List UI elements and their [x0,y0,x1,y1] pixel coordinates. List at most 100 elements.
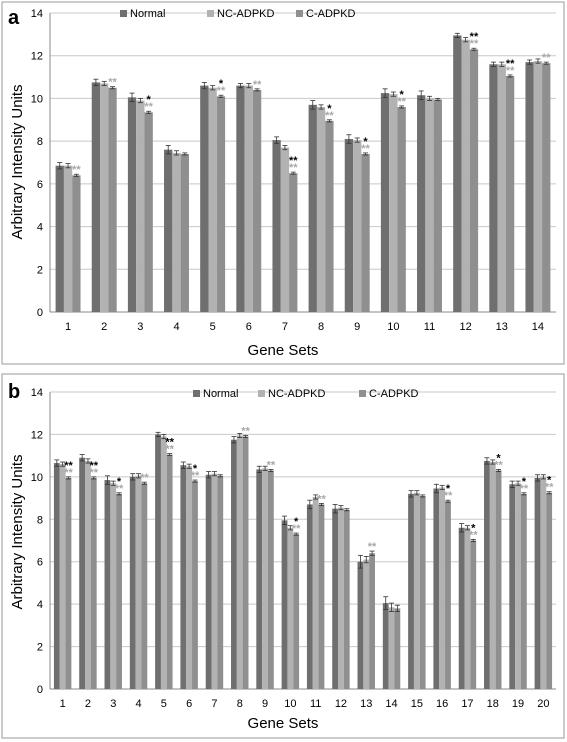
panel-a-sig-vs-normal-9: * [363,136,368,148]
panel-b-bar-nc-adpkd-9 [262,468,268,689]
panel-a-bar-nc-adpkd-10 [389,94,398,313]
panel-b-sig-vs-nc-11: ** [317,493,326,505]
panel-a-bar-normal-12 [453,35,462,313]
panel-a-sig-vs-normal-7: ** [289,155,298,167]
panel-b-sig-vs-normal-19: * [522,476,527,488]
panel-a-x-tick-label: 3 [137,321,143,333]
panel-b-x-axis-title: Gene Sets [248,715,319,732]
panel-b-bar-nc-adpkd-19 [515,483,521,689]
panel-b-y-tick-label: 6 [37,557,43,569]
panel-a-bar-nc-adpkd-7 [280,147,290,312]
panel-a-sig-vs-nc-12: ** [470,38,479,50]
panel-a-legend-label-normal: Normal [130,8,165,20]
panel-b-bar-c-adpkd-8 [242,436,249,689]
panel-b-bar-c-adpkd-18 [495,470,502,689]
panel-a-sig-vs-nc-1: ** [72,164,81,176]
panel-a-sig-vs-nc-14: ** [542,52,551,64]
panel-b-sig-vs-nc-10: ** [292,523,301,535]
panel-a-y-tick-label: 14 [31,8,43,20]
panel-b-x-tick-label: 14 [385,698,397,710]
panel-b-sig-vs-normal-2: ** [89,460,98,472]
panel-b-bar-normal-10 [281,520,288,689]
panel-b-bar-nc-adpkd-18 [489,462,496,689]
panel-b-bar-normal-20 [534,477,541,689]
panel-b-x-tick-label: 15 [411,698,423,710]
panel-a-bar-c-adpkd-11 [433,99,442,312]
panel-b-bar-nc-adpkd-8 [236,435,243,689]
panel-a-bar-nc-adpkd-1 [63,165,73,312]
panel-b-bar-nc-adpkd-6 [186,466,193,689]
panel-b-bar-normal-14 [382,603,389,689]
panel-b-x-tick-label: 18 [487,698,499,710]
panel-b-bar-nc-adpkd-11 [312,497,319,689]
panel-b-bar-nc-adpkd-17 [464,527,471,689]
panel-a-x-tick-label: 10 [387,321,399,333]
panel-b-y-tick-label: 4 [37,599,43,611]
panel-a-x-tick-label: 14 [532,321,544,333]
panel-b-bar-c-adpkd-7 [217,475,224,689]
panel-b-x-tick-label: 12 [335,698,347,710]
panel-b-bar-normal-4 [129,476,136,689]
panel-a-y-tick-label: 10 [31,93,43,105]
panel-a-sig-vs-nc-7: ** [289,162,298,174]
panel-b-bar-c-adpkd-12 [343,509,350,689]
panel-b-bar-normal-6 [180,465,187,689]
panel-a-bar-nc-adpkd-2 [100,83,109,312]
panel-b-sig-vs-nc-20: ** [545,482,554,494]
panel-b-bar-c-adpkd-10 [293,534,300,689]
panel-a-legend-swatch-normal [120,10,127,17]
panel-a-bar-nc-adpkd-9 [353,140,362,312]
panel-a-sig-vs-nc-8: ** [325,110,334,122]
panel-b-x-tick-label: 10 [284,698,296,710]
panel-a-bar-normal-14 [525,62,534,312]
panel-b-bar-c-adpkd-20 [546,492,553,689]
panel-b-bar-c-adpkd-9 [267,470,274,689]
panel-a-bar-normal-1 [55,165,64,312]
panel-b-bar-c-adpkd-4 [141,483,148,689]
panel-b-letter: b [8,381,20,403]
panel-a-x-tick-label: 11 [424,321,435,333]
panel-a-y-tick-label: 12 [31,51,43,63]
panel-a-bar-nc-adpkd-6 [244,85,253,312]
panel-a-sig-vs-nc-6: ** [253,79,262,91]
panel-b-sig-vs-nc-17: ** [469,529,478,541]
panel-a-x-tick-label: 4 [173,321,179,333]
panel-a-bar-normal-11 [417,95,426,312]
panel-b-bar-nc-adpkd-2 [85,460,91,689]
panel-b-bar-nc-adpkd-20 [540,476,547,689]
panel-b-sig-vs-normal-16: * [446,483,451,495]
panel-b-legend-label-c-adpkd: C-ADPKD [369,388,419,400]
panel-b-sig-vs-normal-18: * [496,452,501,464]
panel-a-y-tick-label: 8 [37,136,43,148]
panel-b-y-tick-label: 10 [31,472,43,484]
panel-b-bar-c-adpkd-16 [445,501,451,689]
panel-a-bar-c-adpkd-14 [542,63,551,312]
panel-b-sig-vs-normal-17: * [471,522,476,534]
panel-a-bar-c-adpkd-5 [216,96,226,313]
panel-a-sig-vs-nc-13: ** [506,65,515,77]
panel-a-bar-c-adpkd-13 [505,76,515,312]
panel-b-bar-c-adpkd-19 [520,493,527,689]
panel-b-x-tick-label: 1 [60,698,66,710]
panel-b-x-tick-label: 13 [360,698,372,710]
panel-b-sig-vs-normal-6: * [193,463,198,475]
panel-a-bar-c-adpkd-8 [325,120,334,312]
panel-a-sig-vs-normal-12: ** [470,31,479,43]
panel-a-bar-c-adpkd-7 [289,173,298,312]
panel-a-bar-normal-5 [200,85,209,312]
panel-a-sig-vs-nc-10: ** [397,96,406,108]
panel-b-x-tick-label: 5 [161,698,167,710]
panel-a-sig-vs-normal-8: * [327,103,332,115]
panel-b-bar-c-adpkd-11 [318,504,325,689]
panel-a-x-tick-label: 8 [318,321,324,333]
panel-a-x-tick-label: 7 [282,321,288,333]
panel-a-x-axis-title: Gene Sets [248,342,319,359]
panel-a-bar-nc-adpkd-3 [136,100,145,312]
panel-a-bar-nc-adpkd-5 [208,87,217,312]
panel-b-y-tick-label: 0 [37,684,43,696]
panel-a-bar-nc-adpkd-14 [533,61,543,312]
panel-b-sig-vs-normal-3: * [117,476,122,488]
panel-b-x-tick-label: 9 [262,698,268,710]
panel-a-bar-c-adpkd-10 [397,106,406,312]
panel-a-legend-label-nc-adpkd: NC-ADPKD [217,8,275,20]
